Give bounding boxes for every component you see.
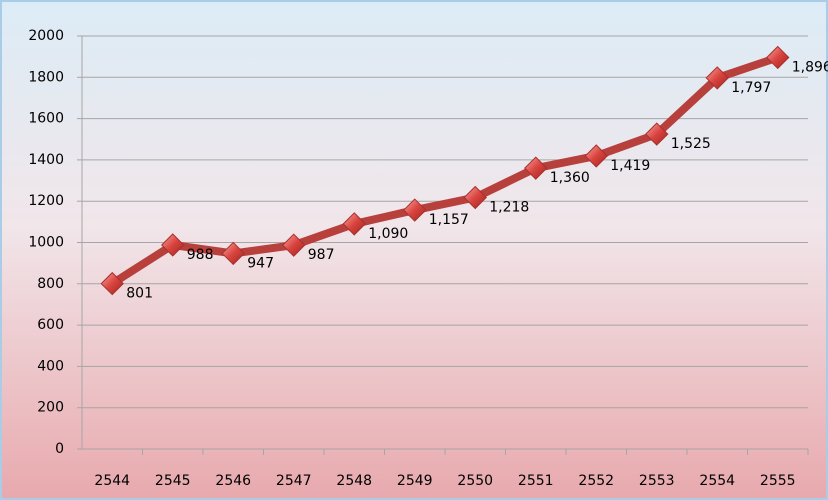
plot-area: 0 200 400 600 800 1000 1200 1400 1600 1800 2000 254… [28,28,828,489]
data-label: 1,218 [489,199,529,215]
marker [463,185,487,210]
marker [645,122,669,146]
marker [221,241,245,266]
x-tick-label: 2551 [518,473,554,489]
y-tick-label: 600 [37,317,64,333]
marker [161,233,185,257]
data-label: 1,896 [792,59,828,75]
data-label: 947 [247,255,274,271]
x-tick-label: 2549 [397,473,433,489]
data-label: 1,157 [429,212,469,228]
x-tick-label: 2544 [94,473,130,489]
x-tick-label: 2546 [215,473,251,489]
x-tick-label: 2550 [457,473,493,489]
x-tick-label: 2548 [336,473,372,489]
marker [282,233,306,257]
data-label: 988 [187,247,214,263]
data-label: 1,797 [731,80,771,96]
data-label: 1,090 [368,226,408,242]
marker [584,144,608,168]
y-tick-label: 1200 [28,193,64,209]
data-label: 1,525 [671,136,711,152]
x-tick-label: 2553 [639,473,675,489]
marker [705,66,729,90]
marker [342,212,366,236]
marker [524,156,548,180]
x-tick-label: 2555 [760,473,796,489]
y-tick-label: 800 [37,276,64,292]
y-tick-label: 1600 [28,111,64,127]
x-tick-label: 2545 [155,473,191,489]
data-label: 987 [308,247,335,263]
marker [766,45,790,70]
data-label: 1,360 [550,170,590,186]
y-tick-label: 1000 [28,235,64,251]
data-label: 1,419 [610,158,650,174]
y-tick-label: 200 [37,400,64,416]
marker [403,198,427,222]
x-tick-label: 2554 [699,473,735,489]
y-tick-label: 2000 [28,28,64,44]
data-label: 801 [126,286,153,302]
y-tick-label: 0 [55,441,64,457]
y-tick-label: 1800 [28,69,64,85]
x-tick-label: 2552 [578,473,614,489]
x-tick-label: 2547 [276,473,312,489]
y-tick-label: 400 [37,358,64,374]
marker [100,271,124,296]
y-tick-label: 1400 [28,152,64,168]
